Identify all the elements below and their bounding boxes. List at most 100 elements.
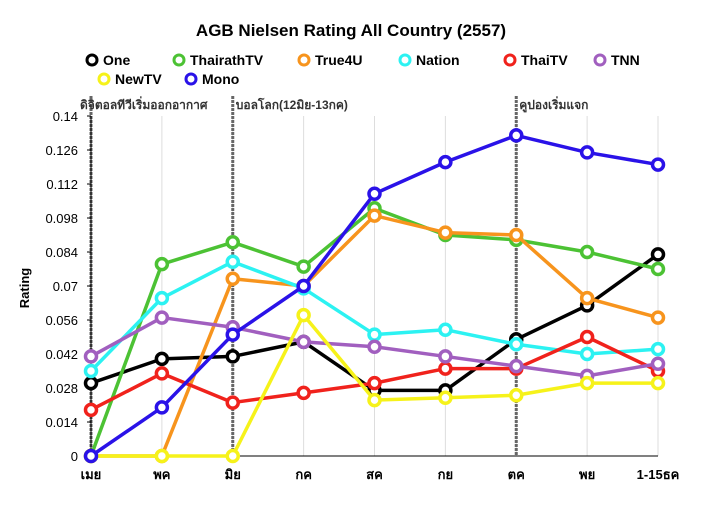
legend-marker-true4u bbox=[297, 53, 311, 67]
x-tick-label: กค bbox=[295, 467, 312, 482]
data-point bbox=[225, 327, 240, 342]
x-tick-label: 1-15ธค bbox=[637, 467, 680, 482]
data-point bbox=[225, 254, 240, 269]
data-point bbox=[579, 145, 595, 160]
data-point bbox=[225, 448, 240, 464]
event-annotation: บอลโลก(12มิย-13กค) bbox=[236, 97, 348, 112]
data-point bbox=[154, 448, 170, 464]
data-point bbox=[650, 310, 666, 325]
x-tick-label: พค bbox=[153, 467, 170, 482]
x-tick-label: ตค bbox=[508, 467, 525, 482]
data-point bbox=[367, 327, 382, 342]
x-tick-label: กย bbox=[438, 467, 454, 482]
data-point bbox=[154, 400, 170, 415]
data-point bbox=[579, 375, 595, 391]
y-tick-label: 0.14 bbox=[53, 109, 78, 124]
data-point bbox=[83, 363, 99, 379]
data-point bbox=[579, 346, 595, 362]
legend-label-thairathtv: ThairathTV bbox=[190, 52, 264, 68]
legend-label-nation: Nation bbox=[416, 52, 460, 68]
y-tick-label: 0.098 bbox=[45, 211, 78, 226]
y-tick-label: 0 bbox=[71, 449, 78, 464]
series-newtv bbox=[83, 307, 666, 464]
legend-label-newtv: NewTV bbox=[115, 71, 162, 87]
data-point bbox=[650, 157, 666, 172]
data-point bbox=[154, 290, 170, 306]
legend-label-mono: Mono bbox=[202, 71, 239, 87]
y-tick-label: 0.056 bbox=[45, 313, 78, 328]
data-point bbox=[509, 388, 524, 403]
data-point bbox=[367, 339, 382, 354]
event-annotation: ดิจิตอลทีวีเริ่มออกอากาศ bbox=[80, 96, 208, 112]
data-point bbox=[225, 235, 240, 250]
axes: 0 0.014 0.028 0.042 0.056 0.07 0.084 0.098 0.112… bbox=[45, 109, 679, 482]
data-point bbox=[83, 349, 99, 364]
data-point bbox=[438, 322, 453, 337]
data-point bbox=[154, 256, 170, 272]
legend-marker-one bbox=[85, 53, 99, 67]
data-point bbox=[650, 341, 666, 357]
y-tick-label: 0.028 bbox=[45, 381, 78, 396]
data-point bbox=[509, 128, 524, 143]
data-point bbox=[296, 385, 311, 401]
series-lines bbox=[83, 128, 666, 464]
data-point bbox=[438, 361, 453, 376]
data-point bbox=[367, 392, 382, 408]
y-axis-label: Rating bbox=[17, 268, 32, 309]
series-mono bbox=[83, 128, 666, 464]
data-point bbox=[438, 225, 453, 240]
y-tick-label: 0.126 bbox=[45, 143, 78, 158]
data-point bbox=[579, 329, 595, 345]
y-tick-label: 0.112 bbox=[46, 177, 78, 192]
data-point bbox=[579, 244, 595, 260]
legend-marker-tnn bbox=[593, 53, 607, 67]
legend-marker-thaitv bbox=[503, 53, 517, 67]
x-tick-label: พย bbox=[579, 467, 595, 482]
legend-label-one: One bbox=[103, 52, 130, 68]
data-point bbox=[509, 358, 524, 374]
data-point bbox=[154, 351, 170, 367]
data-point bbox=[438, 154, 453, 170]
data-point bbox=[225, 271, 240, 286]
data-point bbox=[579, 290, 595, 306]
chart-legend: One ThairathTV True4U Nation ThaiTV TNN NewTV M… bbox=[85, 52, 640, 87]
legend-marker-thairathtv bbox=[172, 53, 186, 67]
legend-label-tnn: TNN bbox=[611, 52, 640, 68]
data-point bbox=[367, 208, 382, 223]
data-point bbox=[83, 375, 99, 391]
legend-label-true4u: True4U bbox=[315, 52, 362, 68]
event-annotation: คูปองเริ่มแจก bbox=[519, 96, 588, 113]
y-tick-label: 0.084 bbox=[45, 245, 78, 260]
data-point bbox=[509, 337, 524, 352]
data-point bbox=[509, 227, 524, 243]
data-point bbox=[296, 259, 311, 274]
data-point bbox=[650, 247, 666, 262]
data-point bbox=[154, 366, 170, 381]
x-tick-label: มิย bbox=[225, 467, 241, 482]
data-point bbox=[296, 307, 311, 323]
data-point bbox=[367, 375, 382, 391]
y-tick-label: 0.014 bbox=[45, 415, 78, 430]
series-nation bbox=[83, 254, 666, 379]
legend-marker-mono bbox=[184, 72, 198, 86]
chart-title: AGB Nielsen Rating All Country (2557) bbox=[196, 21, 506, 40]
data-point bbox=[225, 395, 240, 410]
x-tick-label: เมย bbox=[81, 467, 102, 482]
data-point bbox=[225, 349, 240, 364]
data-point bbox=[650, 375, 666, 391]
data-point bbox=[83, 448, 99, 464]
data-point bbox=[83, 402, 99, 418]
data-point bbox=[438, 390, 453, 405]
data-point bbox=[154, 310, 170, 325]
data-point bbox=[296, 334, 311, 350]
data-point bbox=[650, 356, 666, 371]
data-point bbox=[438, 349, 453, 364]
legend-label-thaitv: ThaiTV bbox=[521, 52, 568, 68]
data-point bbox=[367, 186, 382, 201]
legend-marker-newtv bbox=[97, 72, 111, 86]
y-tick-label: 0.07 bbox=[53, 279, 78, 294]
x-tick-label: สค bbox=[366, 467, 383, 482]
data-point bbox=[296, 278, 311, 294]
data-point bbox=[650, 261, 666, 277]
